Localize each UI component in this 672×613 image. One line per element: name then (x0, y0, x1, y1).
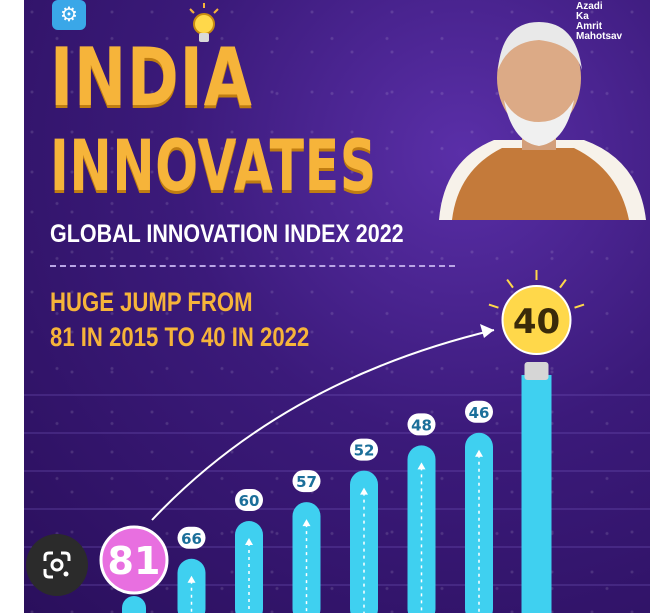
logo-line3: Amrit Mahotsav (576, 21, 623, 42)
data-label: 40 (513, 302, 560, 342)
google-lens-icon (43, 551, 71, 579)
chart-bar (407, 445, 436, 613)
chart-svg: 81 66 60 57 52 48 46 40 (24, 270, 650, 613)
chart-title: GLOBAL INNOVATION INDEX 2022 (50, 220, 404, 248)
bulb-ray (488, 303, 499, 309)
data-label: 46 (469, 404, 490, 422)
data-label: 66 (181, 530, 202, 548)
bar-arrow (475, 449, 483, 457)
bar-arrow (360, 487, 368, 495)
jump-text-line1: HUGE JUMP FROM (50, 287, 253, 317)
portrait-illustration (439, 22, 646, 220)
trend-arrow (151, 329, 495, 521)
bar-arrow (417, 462, 426, 470)
chart-bar (465, 432, 493, 613)
bulb-ray (506, 278, 514, 289)
bulb-ray (559, 278, 567, 289)
chart-bar (292, 502, 321, 613)
headline-innovates: INNOVATES (50, 125, 377, 207)
divider (50, 265, 455, 267)
data-label-pill (292, 470, 321, 493)
bulb-ray (574, 303, 585, 309)
headline-india: INDIA (50, 31, 253, 124)
bar-arrow (302, 519, 311, 527)
data-label-pill (235, 489, 263, 511)
logo-line2: Ka (576, 11, 589, 22)
poster: ⚙ INDIA INNOVATES GLOBAL INNOVATION INDE… (24, 0, 650, 613)
bar-arrow (245, 538, 253, 545)
bulb-base (524, 362, 549, 380)
data-label: 57 (296, 473, 317, 491)
start-rank-circle (99, 525, 169, 595)
bar-arrow (187, 575, 196, 583)
chart-bar (177, 558, 206, 613)
data-label: 60 (239, 492, 260, 510)
jump-text-line2: 81 IN 2015 TO 40 IN 2022 (50, 322, 310, 352)
data-label-pill (350, 438, 378, 461)
data-label-pill (465, 400, 493, 423)
logo-line1: Azadi (576, 1, 603, 12)
chart-bar (235, 521, 263, 613)
chart-bar (122, 596, 146, 613)
data-label: 48 (411, 416, 432, 434)
data-label-pill (407, 413, 436, 436)
azadi-logo: Azadi Ka Amrit Mahotsav (576, 2, 650, 42)
brain-bulb-icon: ⚙ (52, 0, 86, 30)
chart-bar (521, 375, 552, 613)
trend-arrowhead (480, 324, 494, 338)
end-rank-bulb (501, 285, 572, 355)
data-label: 81 (108, 539, 161, 583)
data-label-pill (177, 526, 206, 549)
lightbulb-icon (189, 3, 219, 42)
google-lens-button[interactable] (26, 534, 88, 596)
data-label: 52 (354, 442, 375, 460)
